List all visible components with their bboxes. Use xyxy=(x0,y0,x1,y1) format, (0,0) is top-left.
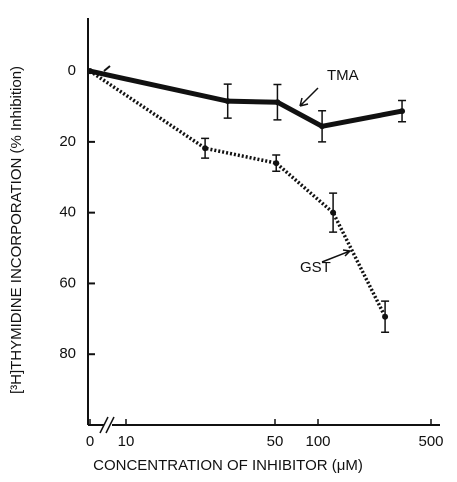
gst-arrow xyxy=(321,249,351,263)
series-label: GST xyxy=(300,259,331,276)
y-tick-label: 0 xyxy=(68,62,76,79)
y-tick-label: 40 xyxy=(59,204,76,221)
data-point xyxy=(399,108,406,115)
data-point xyxy=(319,123,326,130)
data-point xyxy=(330,209,337,216)
data-point xyxy=(273,160,280,167)
x-tick-label: 500 xyxy=(418,433,443,450)
series-line xyxy=(89,69,387,318)
y-tick-label: 20 xyxy=(59,133,76,150)
y-tick-label: 60 xyxy=(59,274,76,291)
y-tick-label: 80 xyxy=(59,345,76,362)
series-label: TMA xyxy=(327,67,359,84)
data-point xyxy=(202,145,209,152)
x-tick-label: 100 xyxy=(305,433,330,450)
data-point xyxy=(87,68,93,75)
data-point xyxy=(224,98,231,105)
x-tick-label: 50 xyxy=(267,433,284,450)
line-break xyxy=(103,65,111,72)
x-tick-label: 0 xyxy=(86,433,94,450)
x-tick-label: 10 xyxy=(118,433,135,450)
data-point xyxy=(382,313,389,320)
data-point xyxy=(274,99,281,106)
y-axis-label: [³H]THYMIDINE INCORPORATION (% Inhibitio… xyxy=(8,66,25,394)
tma-arrow xyxy=(299,87,319,107)
x-axis-label: CONCENTRATION OF INHIBITOR (μM) xyxy=(93,457,363,474)
axis-break xyxy=(99,416,115,434)
